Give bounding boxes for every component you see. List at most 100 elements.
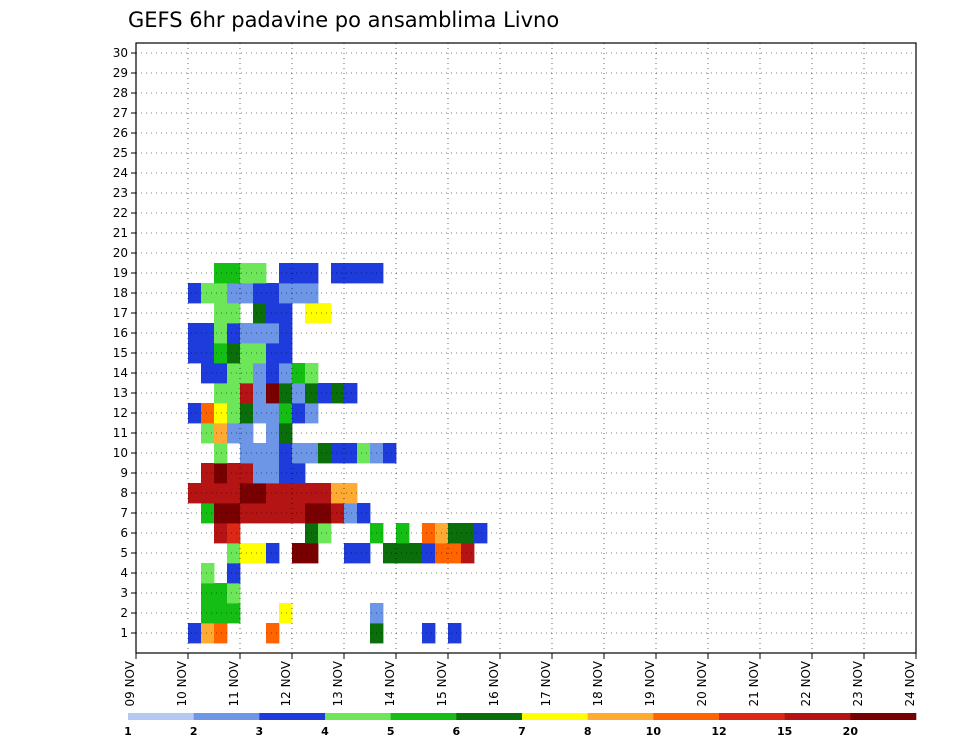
plot-frame bbox=[135, 42, 917, 654]
colorbar-label: 12 bbox=[711, 725, 726, 738]
heatmap-cell bbox=[279, 423, 293, 444]
x-tick-label: 23 NOV bbox=[851, 660, 865, 706]
heatmap-cell bbox=[292, 483, 306, 504]
y-tick-label: 15 bbox=[113, 346, 128, 360]
heatmap-cell bbox=[227, 343, 241, 364]
y-tick-label: 5 bbox=[120, 546, 128, 560]
y-tick-label: 8 bbox=[120, 486, 128, 500]
x-axis: 09 NOV 10 NOV 11 NOV 12 NOV 13 NOV 14 NOV 15 N… bbox=[123, 653, 917, 707]
colorbar-swatch bbox=[456, 713, 523, 720]
colorbar-swatch bbox=[325, 713, 391, 720]
x-tick-label: 18 NOV bbox=[591, 660, 605, 706]
heatmap-cell bbox=[266, 303, 280, 324]
x-tick-label: 20 NOV bbox=[695, 660, 709, 706]
heatmap-cell bbox=[318, 503, 332, 524]
x-tick-label: 09 NOV bbox=[123, 660, 137, 706]
heatmap-cell bbox=[279, 283, 293, 304]
x-tick-label: 15 NOV bbox=[435, 660, 449, 706]
y-tick-label: 3 bbox=[120, 586, 128, 600]
heatmap-cell bbox=[279, 343, 293, 364]
heatmap-cell bbox=[214, 383, 228, 404]
heatmap-cell bbox=[201, 323, 215, 344]
heatmap-cell bbox=[357, 543, 371, 564]
y-tick-label: 12 bbox=[113, 406, 128, 420]
heatmap-cell bbox=[227, 463, 241, 484]
colorbar-swatch bbox=[390, 713, 457, 720]
y-tick-label: 17 bbox=[113, 306, 128, 320]
heatmap-cell bbox=[253, 443, 267, 464]
colorbar-swatch bbox=[128, 713, 194, 720]
heatmap-cell bbox=[318, 483, 332, 504]
heatmap-cell bbox=[227, 543, 241, 564]
heatmap-cell bbox=[253, 463, 267, 484]
colorbar-label: 3 bbox=[256, 725, 264, 738]
heatmap-cell bbox=[201, 343, 215, 364]
heatmap-cell bbox=[227, 503, 241, 524]
heatmap-cell bbox=[201, 463, 215, 484]
y-tick-label: 22 bbox=[113, 206, 128, 220]
heatmap-cell bbox=[422, 543, 436, 564]
colorbar-label: 5 bbox=[387, 725, 395, 738]
heatmap-cell bbox=[344, 263, 358, 284]
heatmap-cell bbox=[227, 363, 241, 384]
colorbar-swatch bbox=[587, 713, 654, 720]
heatmap-cell bbox=[253, 503, 267, 524]
heatmap-cell bbox=[253, 263, 267, 284]
colorbar-swatch bbox=[719, 713, 785, 720]
heatmap-cell bbox=[227, 383, 241, 404]
colorbar-label: 15 bbox=[777, 725, 792, 738]
heatmap-cell bbox=[214, 303, 228, 324]
heatmap-cell bbox=[253, 363, 267, 384]
heatmap-cell bbox=[227, 303, 241, 324]
x-tick-label: 16 NOV bbox=[487, 660, 501, 706]
heatmap-cell bbox=[253, 283, 267, 304]
heatmap-cell bbox=[214, 343, 228, 364]
heatmap-cell bbox=[357, 443, 371, 464]
x-tick-label: 17 NOV bbox=[539, 660, 553, 706]
y-tick-label: 24 bbox=[113, 166, 128, 180]
heatmap-cell bbox=[292, 443, 306, 464]
colorbar-swatch bbox=[193, 713, 260, 720]
colorbar-swatch bbox=[522, 713, 588, 720]
heatmap-cell bbox=[279, 303, 293, 324]
y-axis: 1234567891011121314151617181920212223242… bbox=[113, 46, 136, 640]
heatmap-cell bbox=[292, 543, 306, 564]
heatmap-cell bbox=[214, 463, 228, 484]
heatmap-cell bbox=[344, 543, 358, 564]
heatmap-cell bbox=[383, 443, 397, 464]
heatmap-cell bbox=[331, 483, 345, 504]
heatmap-cell bbox=[214, 503, 228, 524]
heatmap-cell bbox=[188, 403, 202, 424]
colorbar: 1 2 3 4 5 6 7 8 10 12 15 20 bbox=[124, 713, 917, 738]
heatmap-cell bbox=[409, 543, 423, 564]
y-tick-label: 11 bbox=[113, 426, 128, 440]
heatmap-cell bbox=[266, 483, 280, 504]
heatmap-cell bbox=[422, 523, 436, 544]
heatmap-cell bbox=[461, 523, 475, 544]
heatmap-cell bbox=[227, 483, 241, 504]
heatmap-cell bbox=[396, 543, 410, 564]
y-tick-label: 7 bbox=[120, 506, 128, 520]
heatmap-cell bbox=[214, 323, 228, 344]
heatmap-cell bbox=[448, 623, 462, 644]
heatmap-cell bbox=[227, 423, 241, 444]
y-tick-label: 10 bbox=[113, 446, 128, 460]
heatmap-cell bbox=[227, 283, 241, 304]
heatmap-cell bbox=[188, 323, 202, 344]
heatmap-cell bbox=[201, 503, 215, 524]
heatmap-cell bbox=[201, 283, 215, 304]
x-tick-label: 21 NOV bbox=[747, 660, 761, 706]
heatmap-cell bbox=[214, 583, 228, 604]
heatmap-cell bbox=[331, 383, 345, 404]
heatmap-cell bbox=[253, 343, 267, 364]
heatmap-cell bbox=[331, 503, 345, 524]
x-tick-label: 13 NOV bbox=[331, 660, 345, 706]
heatmap-cell bbox=[279, 483, 293, 504]
heatmap-cell bbox=[318, 443, 332, 464]
colorbar-label: 2 bbox=[190, 725, 198, 738]
heatmap-cell bbox=[266, 323, 280, 344]
colorbar-label: 10 bbox=[646, 725, 662, 738]
y-tick-label: 28 bbox=[113, 86, 128, 100]
y-tick-label: 26 bbox=[113, 126, 128, 140]
heatmap-cell bbox=[214, 403, 228, 424]
